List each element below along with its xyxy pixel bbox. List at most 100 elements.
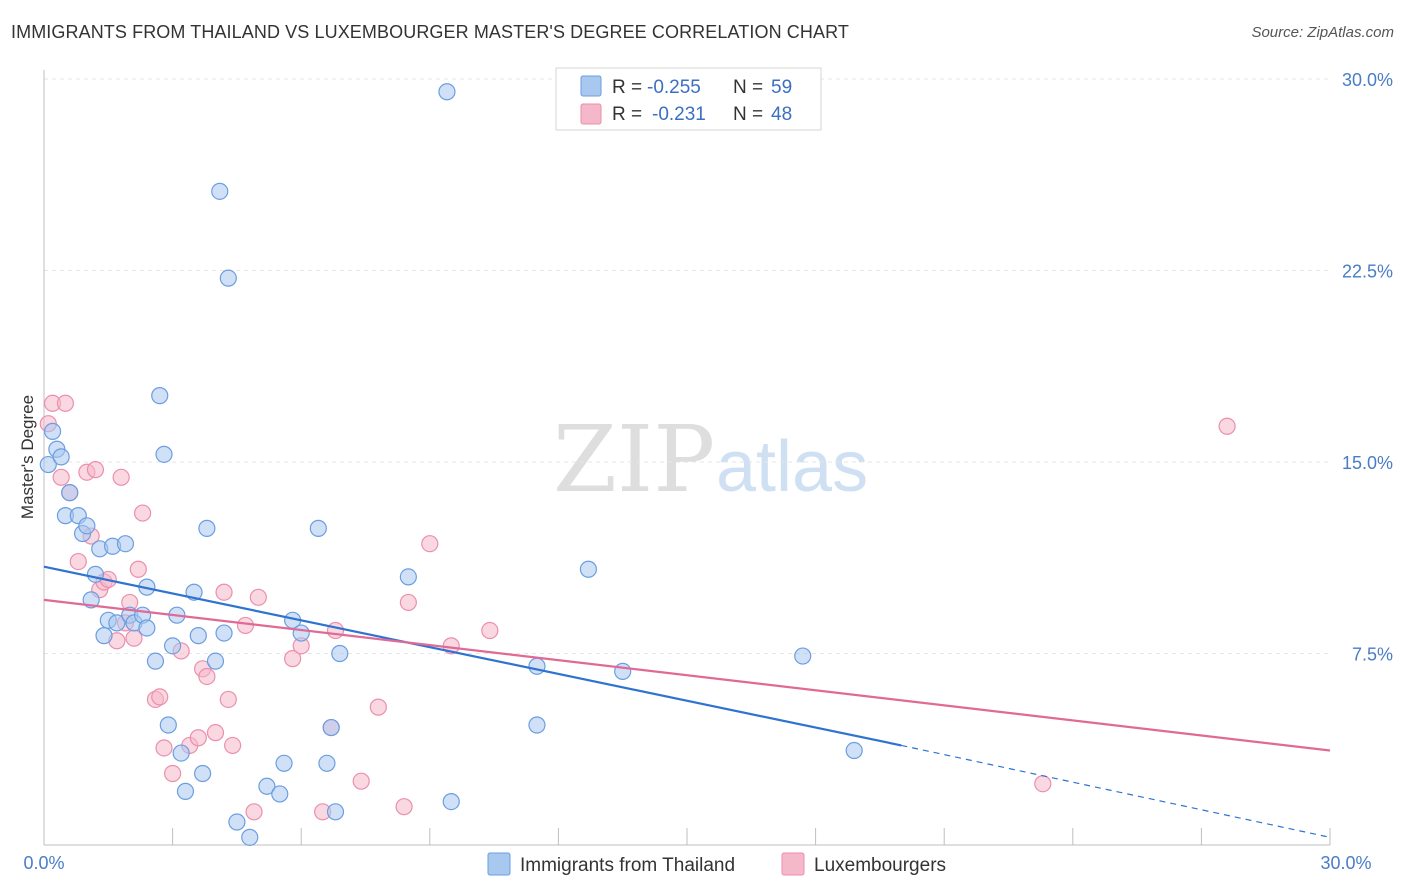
- thailand-point: [399, 568, 417, 586]
- thailand-point: [108, 614, 126, 632]
- thailand-point: [95, 627, 113, 645]
- legend-label-luxembourgers: Luxembourgers: [814, 855, 946, 876]
- luxembourgers-point: [164, 764, 182, 783]
- stats-legend: R = -0.255 N = 59 R = -0.231 N = 48: [555, 67, 822, 131]
- watermark-zip: ZIP: [553, 406, 715, 513]
- stats-legend-swatch-pink: [580, 103, 602, 125]
- thailand-point: [155, 445, 173, 463]
- luxembourgers-point: [1218, 417, 1236, 435]
- thailand-point: [198, 519, 216, 537]
- luxembourgers-point: [206, 724, 225, 742]
- luxembourgers-point: [236, 616, 255, 635]
- y-tick-label: 15.0%: [1342, 453, 1393, 473]
- thailand-point: [211, 182, 229, 200]
- luxembourgers-point: [151, 688, 169, 706]
- thailand-point: [52, 448, 70, 466]
- thailand-point: [176, 782, 195, 800]
- thailand-point: [579, 560, 598, 578]
- y-axis-tick-labels: 7.5% 15.0% 22.5% 30.0%: [1342, 70, 1393, 665]
- luxembourgers-point: [69, 552, 87, 571]
- grid-lines: [44, 78, 1330, 654]
- thailand-point: [271, 785, 289, 803]
- thailand-point: [43, 422, 62, 440]
- thailand-point: [528, 657, 546, 675]
- thailand-point: [528, 716, 546, 734]
- thailand-point: [172, 744, 190, 762]
- luxembourgers-point: [155, 739, 173, 757]
- thailand-point: [189, 627, 207, 645]
- luxembourgers-point: [1034, 775, 1052, 793]
- thailand-point: [138, 619, 156, 637]
- thailand-point: [215, 624, 233, 642]
- luxembourgers-point: [421, 535, 439, 553]
- thailand-trend-extension: [901, 744, 1331, 838]
- thailand-point: [442, 792, 460, 811]
- luxembourgers-point: [56, 394, 75, 412]
- y-tick-label: 7.5%: [1352, 645, 1393, 665]
- luxembourgers-point: [249, 588, 267, 606]
- luxembourgers-point: [112, 468, 130, 486]
- chart-title: IMMIGRANTS FROM THAILAND VS LUXEMBOURGER…: [11, 22, 849, 42]
- luxembourgers-point: [399, 593, 417, 612]
- luxembourgers-point: [219, 690, 237, 709]
- thailand-point: [794, 647, 812, 665]
- stats-r-label-blue: R =: [612, 77, 642, 98]
- chart-source: Source: ZipAtlas.com: [1251, 24, 1394, 41]
- thailand-point: [228, 813, 246, 831]
- luxembourgers-point: [395, 798, 413, 816]
- stats-legend-swatch-blue: [580, 75, 602, 97]
- stats-r-value-blue: -0.255: [647, 77, 701, 98]
- thailand-point: [326, 803, 345, 821]
- x-axis-ticks: [43, 828, 1331, 845]
- thailand-point: [438, 83, 456, 101]
- x-tick-label-max: 30.0%: [1320, 853, 1371, 873]
- thailand-point: [292, 624, 310, 642]
- y-tick-label: 30.0%: [1342, 70, 1393, 90]
- stats-n-label-pink: N =: [733, 104, 763, 125]
- thailand-point: [219, 269, 237, 287]
- thailand-point: [241, 828, 259, 846]
- y-tick-label: 22.5%: [1342, 262, 1393, 282]
- thailand-point: [194, 764, 212, 783]
- stats-n-label-blue: N =: [733, 77, 763, 98]
- thailand-point: [39, 455, 57, 474]
- y-axis-title: Master's Degree: [18, 395, 37, 519]
- stats-r-label-pink: R =: [612, 104, 642, 125]
- thailand-point: [318, 754, 336, 772]
- thailand-point: [331, 644, 349, 663]
- watermark: ZIP atlas: [553, 406, 868, 513]
- legend-label-thailand: Immigrants from Thailand: [520, 855, 735, 876]
- thailand-point: [164, 637, 182, 655]
- series-legend: Immigrants from Thailand Luxembourgers: [487, 852, 946, 876]
- thailand-point: [275, 754, 293, 772]
- thailand-point: [151, 387, 169, 405]
- luxembourgers-point: [52, 468, 70, 486]
- thailand-point: [206, 652, 225, 670]
- thailand-point: [86, 565, 105, 583]
- thailand-point: [159, 716, 177, 734]
- luxembourgers-point: [133, 504, 152, 522]
- luxembourgers-point: [125, 629, 143, 647]
- watermark-atlas: atlas: [716, 427, 868, 507]
- luxembourgers-point: [198, 667, 216, 686]
- x-tick-label-min: 0.0%: [23, 853, 64, 873]
- luxembourgers-point: [352, 772, 370, 790]
- luxembourgers-point: [284, 650, 302, 668]
- stats-n-value-blue: 59: [771, 77, 792, 98]
- stats-r-value-pink: -0.231: [652, 104, 706, 125]
- thailand-point: [322, 718, 340, 737]
- thailand-point: [61, 484, 79, 502]
- legend-swatch-thailand: [487, 852, 511, 876]
- thailand-trend-line: [43, 565, 902, 747]
- luxembourgers-point: [129, 560, 147, 578]
- thailand-point: [78, 517, 96, 535]
- luxembourgers-point: [86, 461, 105, 479]
- luxembourgers-point: [326, 621, 345, 640]
- thailand-point: [309, 519, 327, 537]
- luxembourgers-point: [215, 583, 233, 601]
- luxembourgers-point: [369, 698, 387, 716]
- legend-swatch-luxembourgers: [781, 852, 805, 876]
- luxembourgers-point: [189, 729, 207, 747]
- thailand-point: [116, 535, 135, 553]
